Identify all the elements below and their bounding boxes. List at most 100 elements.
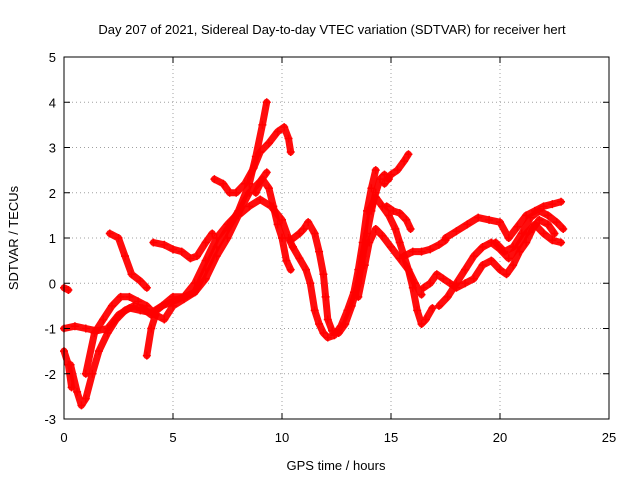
data-point <box>469 252 478 261</box>
data-point <box>496 265 504 274</box>
data-point <box>365 206 374 215</box>
data-point <box>550 229 559 238</box>
data-point <box>371 166 380 175</box>
data-point <box>147 324 156 333</box>
data-point <box>269 202 278 211</box>
data-point <box>461 279 470 288</box>
data-point <box>282 256 291 265</box>
data-point <box>234 206 243 215</box>
chart-title: Day 207 of 2021, Sidereal Day-to-day VTE… <box>98 22 566 37</box>
data-point <box>443 292 452 301</box>
data-point <box>125 292 134 301</box>
data-point <box>367 184 376 193</box>
data-point <box>315 247 324 256</box>
data-point <box>417 319 426 328</box>
data-point <box>539 229 548 238</box>
data-point <box>432 270 441 279</box>
data-point <box>240 179 249 188</box>
data-point <box>212 243 221 252</box>
y-tick-label: -1 <box>44 322 56 337</box>
data-point <box>439 274 448 283</box>
data-point <box>452 279 461 288</box>
data-point <box>382 202 391 211</box>
data-point <box>94 347 103 356</box>
series-line <box>289 166 380 342</box>
data-point <box>491 238 500 247</box>
data-point <box>319 329 328 338</box>
data-point <box>315 319 324 328</box>
data-point <box>286 236 295 245</box>
data-point <box>526 213 535 222</box>
data-point <box>395 209 404 218</box>
x-tick-label: 20 <box>493 430 507 445</box>
series-arc-c <box>60 195 297 335</box>
data-point <box>116 292 125 301</box>
data-point <box>330 331 339 340</box>
data-point <box>426 279 435 288</box>
data-point <box>256 195 265 204</box>
data-point <box>336 322 345 331</box>
data-point <box>557 197 566 206</box>
series-line <box>106 230 151 292</box>
data-point <box>323 315 332 324</box>
data-point <box>310 306 319 315</box>
data-point <box>151 310 160 319</box>
y-tick-label: 2 <box>49 186 56 201</box>
data-point <box>190 288 199 297</box>
data-point <box>543 220 552 229</box>
series-arc-j <box>251 175 295 274</box>
data-point <box>413 306 422 315</box>
y-axis-label: SDTVAR / TECUs <box>6 185 21 290</box>
data-point <box>278 234 286 242</box>
data-point <box>408 283 417 292</box>
data-point <box>478 261 487 270</box>
data-point <box>310 229 319 238</box>
data-point <box>380 179 389 188</box>
data-point <box>129 301 138 310</box>
data-point <box>121 252 130 261</box>
y-tick-label: 1 <box>49 231 56 246</box>
data-point <box>365 238 374 247</box>
data-point <box>400 157 409 166</box>
data-point <box>552 218 561 227</box>
x-axis-label: GPS time / hours <box>287 458 386 473</box>
data-point <box>400 252 409 261</box>
data-point <box>559 224 568 233</box>
data-point <box>306 279 315 288</box>
data-point <box>186 254 195 263</box>
data-point <box>208 229 217 238</box>
data-point <box>469 274 478 283</box>
data-point <box>177 247 186 256</box>
data-point <box>504 234 513 242</box>
y-tick-label: 0 <box>49 276 56 291</box>
data-point <box>371 193 380 202</box>
data-point <box>169 292 177 301</box>
data-point <box>441 234 450 242</box>
data-point <box>304 218 313 227</box>
data-point <box>387 170 395 179</box>
series-arc-u <box>491 206 568 256</box>
data-point <box>142 301 151 310</box>
data-point <box>264 184 273 193</box>
data-point <box>543 211 552 220</box>
x-tick-label: 5 <box>169 430 176 445</box>
data-point <box>419 283 428 292</box>
x-tick-label: 25 <box>602 430 616 445</box>
data-point <box>502 270 511 279</box>
data-point <box>136 276 145 285</box>
data-point <box>384 211 393 220</box>
data-point <box>169 301 177 310</box>
series-arc-l <box>288 166 380 342</box>
x-tick-label: 10 <box>275 430 289 445</box>
data-point <box>406 224 415 233</box>
data-point <box>70 322 79 331</box>
data-point <box>478 243 487 252</box>
data-point <box>530 220 539 229</box>
data-point <box>496 218 504 227</box>
data-point <box>487 256 496 265</box>
data-point <box>286 265 295 274</box>
data-point <box>262 98 271 107</box>
data-point <box>295 229 304 238</box>
series-arc-p <box>382 202 415 233</box>
